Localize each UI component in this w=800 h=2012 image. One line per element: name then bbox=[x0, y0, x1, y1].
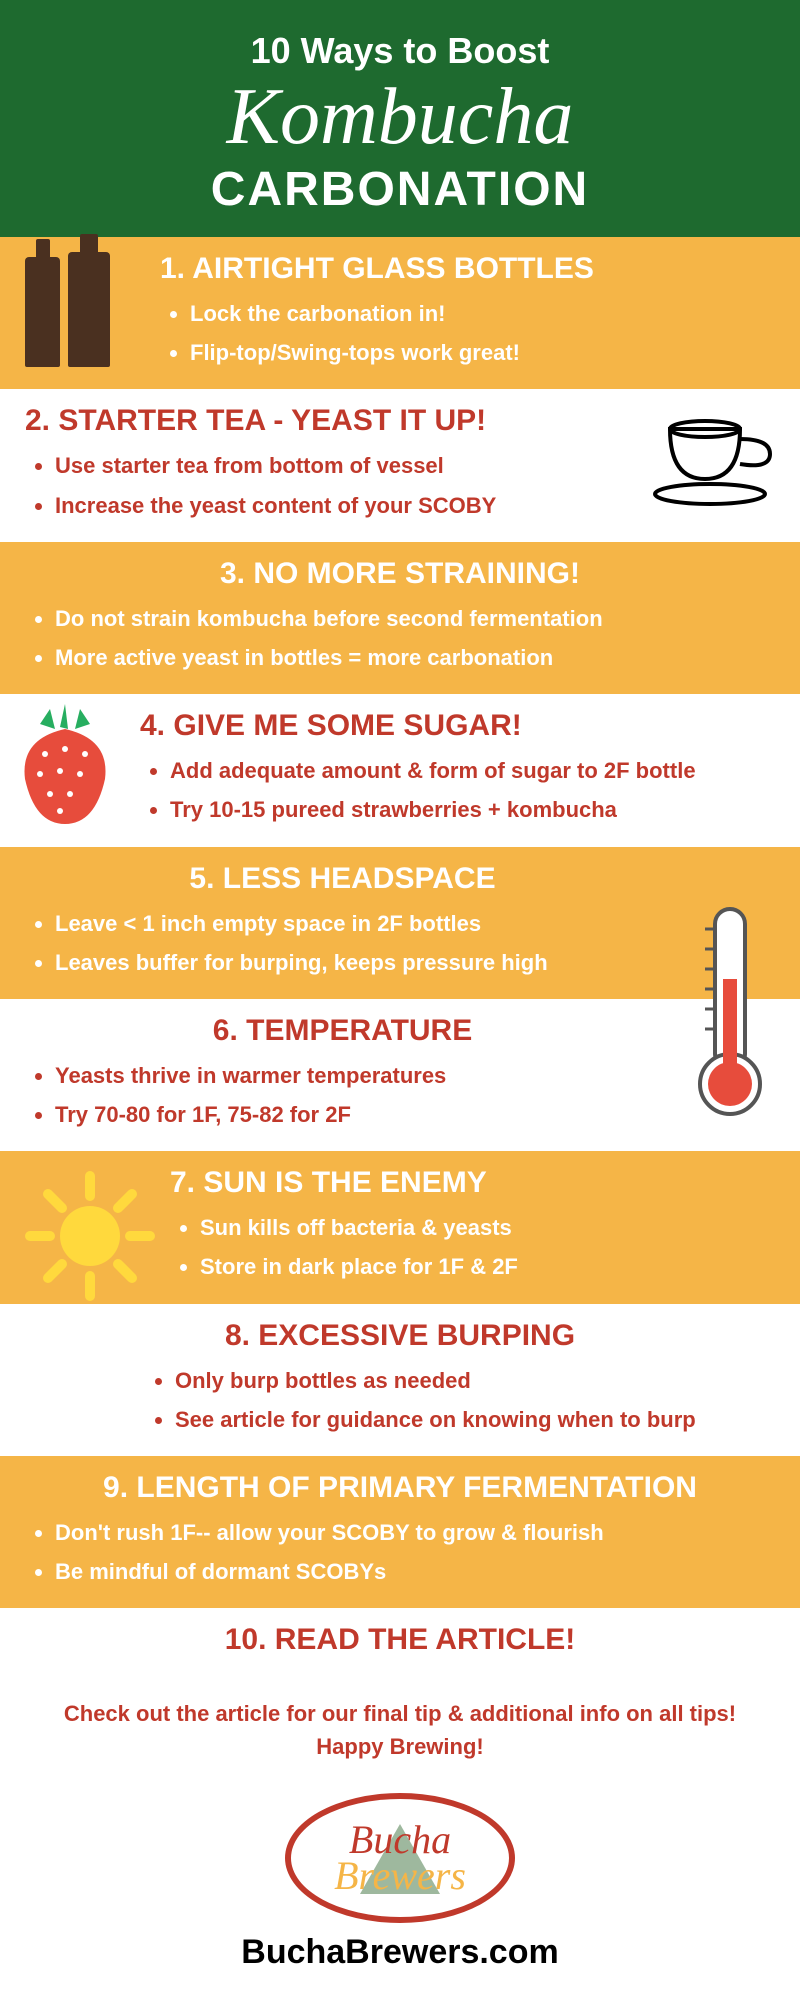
section-5: 5. LESS HEADSPACE Leave < 1 inch empty s… bbox=[0, 847, 800, 999]
bottles-icon bbox=[25, 252, 118, 372]
logo: Bucha Brewers bbox=[285, 1793, 515, 1923]
section-3: 3. NO MORE STRAINING! Do not strain komb… bbox=[0, 542, 800, 694]
bullet: See article for guidance on knowing when… bbox=[175, 1402, 775, 1437]
section-title: 7. SUN IS THE ENEMY bbox=[170, 1166, 775, 1200]
bullet-list: Leave < 1 inch empty space in 2F bottles… bbox=[25, 906, 660, 980]
footer-url: BuchaBrewers.com bbox=[20, 1933, 780, 1972]
header-line1: 10 Ways to Boost bbox=[20, 30, 780, 72]
header-line3: CARBONATION bbox=[20, 162, 780, 217]
bullet: Flip-top/Swing-tops work great! bbox=[190, 335, 775, 370]
header: 10 Ways to Boost Kombucha CARBONATION bbox=[0, 0, 800, 237]
bullet-list: Yeasts thrive in warmer temperatures Try… bbox=[25, 1058, 660, 1132]
bullet: Don't rush 1F-- allow your SCOBY to grow… bbox=[55, 1515, 775, 1550]
bullet: Be mindful of dormant SCOBYs bbox=[55, 1554, 775, 1589]
section-2: 2. STARTER TEA - YEAST IT UP! Use starte… bbox=[0, 389, 800, 541]
section-title: 6. TEMPERATURE bbox=[25, 1014, 660, 1048]
bullet: Try 70-80 for 1F, 75-82 for 2F bbox=[55, 1097, 660, 1132]
bullet-list: Sun kills off bacteria & yeasts Store in… bbox=[170, 1210, 775, 1284]
logo-line2: Brewers bbox=[334, 1858, 466, 1894]
section-9: 9. LENGTH OF PRIMARY FERMENTATION Don't … bbox=[0, 1456, 800, 1608]
bullet: Sun kills off bacteria & yeasts bbox=[200, 1210, 775, 1245]
bullet-list: Don't rush 1F-- allow your SCOBY to grow… bbox=[25, 1515, 775, 1589]
bullet: Leave < 1 inch empty space in 2F bottles bbox=[55, 906, 660, 941]
bullet: Leaves buffer for burping, keeps pressur… bbox=[55, 945, 660, 980]
bullet: Increase the yeast content of your SCOBY bbox=[55, 488, 640, 523]
bullet: Lock the carbonation in! bbox=[190, 296, 775, 331]
bullet-list: Use starter tea from bottom of vessel In… bbox=[25, 448, 640, 522]
footer-text: Check out the article for our final tip … bbox=[20, 1697, 780, 1763]
bullet-list: Do not strain kombucha before second fer… bbox=[25, 601, 775, 675]
bullet: More active yeast in bottles = more carb… bbox=[55, 640, 775, 675]
section-title: 2. STARTER TEA - YEAST IT UP! bbox=[25, 404, 640, 438]
bullet: Do not strain kombucha before second fer… bbox=[55, 601, 775, 636]
section-title: 3. NO MORE STRAINING! bbox=[25, 557, 775, 591]
section-title: 5. LESS HEADSPACE bbox=[25, 862, 660, 896]
section-1: 1. AIRTIGHT GLASS BOTTLES Lock the carbo… bbox=[0, 237, 800, 389]
bullet-list: Lock the carbonation in! Flip-top/Swing-… bbox=[160, 296, 775, 370]
thermometer-icon bbox=[690, 899, 770, 1124]
section-title: 4. GIVE ME SOME SUGAR! bbox=[140, 709, 775, 743]
section-10: 10. READ THE ARTICLE! bbox=[0, 1608, 800, 1657]
section-title: 9. LENGTH OF PRIMARY FERMENTATION bbox=[25, 1471, 775, 1505]
section-8: 8. EXCESSIVE BURPING Only burp bottles a… bbox=[0, 1304, 800, 1456]
bullet-list: Add adequate amount & form of sugar to 2… bbox=[140, 753, 775, 827]
bullet: Use starter tea from bottom of vessel bbox=[55, 448, 640, 483]
sun-icon bbox=[20, 1166, 160, 1311]
footer: Check out the article for our final tip … bbox=[0, 1667, 800, 2012]
bullet: Add adequate amount & form of sugar to 2… bbox=[170, 753, 775, 788]
bullet: Yeasts thrive in warmer temperatures bbox=[55, 1058, 660, 1093]
section-4: 4. GIVE ME SOME SUGAR! Add adequate amou… bbox=[0, 694, 800, 846]
teacup-icon bbox=[640, 409, 780, 514]
section-title: 1. AIRTIGHT GLASS BOTTLES bbox=[160, 252, 775, 286]
bullet-list: Only burp bottles as needed See article … bbox=[25, 1363, 775, 1437]
bullet: Store in dark place for 1F & 2F bbox=[200, 1249, 775, 1284]
header-line2: Kombucha bbox=[20, 77, 780, 157]
section-7: 7. SUN IS THE ENEMY Sun kills off bacter… bbox=[0, 1151, 800, 1303]
section-title: 8. EXCESSIVE BURPING bbox=[25, 1319, 775, 1353]
bullet: Only burp bottles as needed bbox=[175, 1363, 775, 1398]
strawberry-icon bbox=[10, 699, 120, 834]
section-6: 6. TEMPERATURE Yeasts thrive in warmer t… bbox=[0, 999, 800, 1151]
section-title: 10. READ THE ARTICLE! bbox=[25, 1623, 775, 1657]
bullet: Try 10-15 pureed strawberries + kombucha bbox=[170, 792, 775, 827]
